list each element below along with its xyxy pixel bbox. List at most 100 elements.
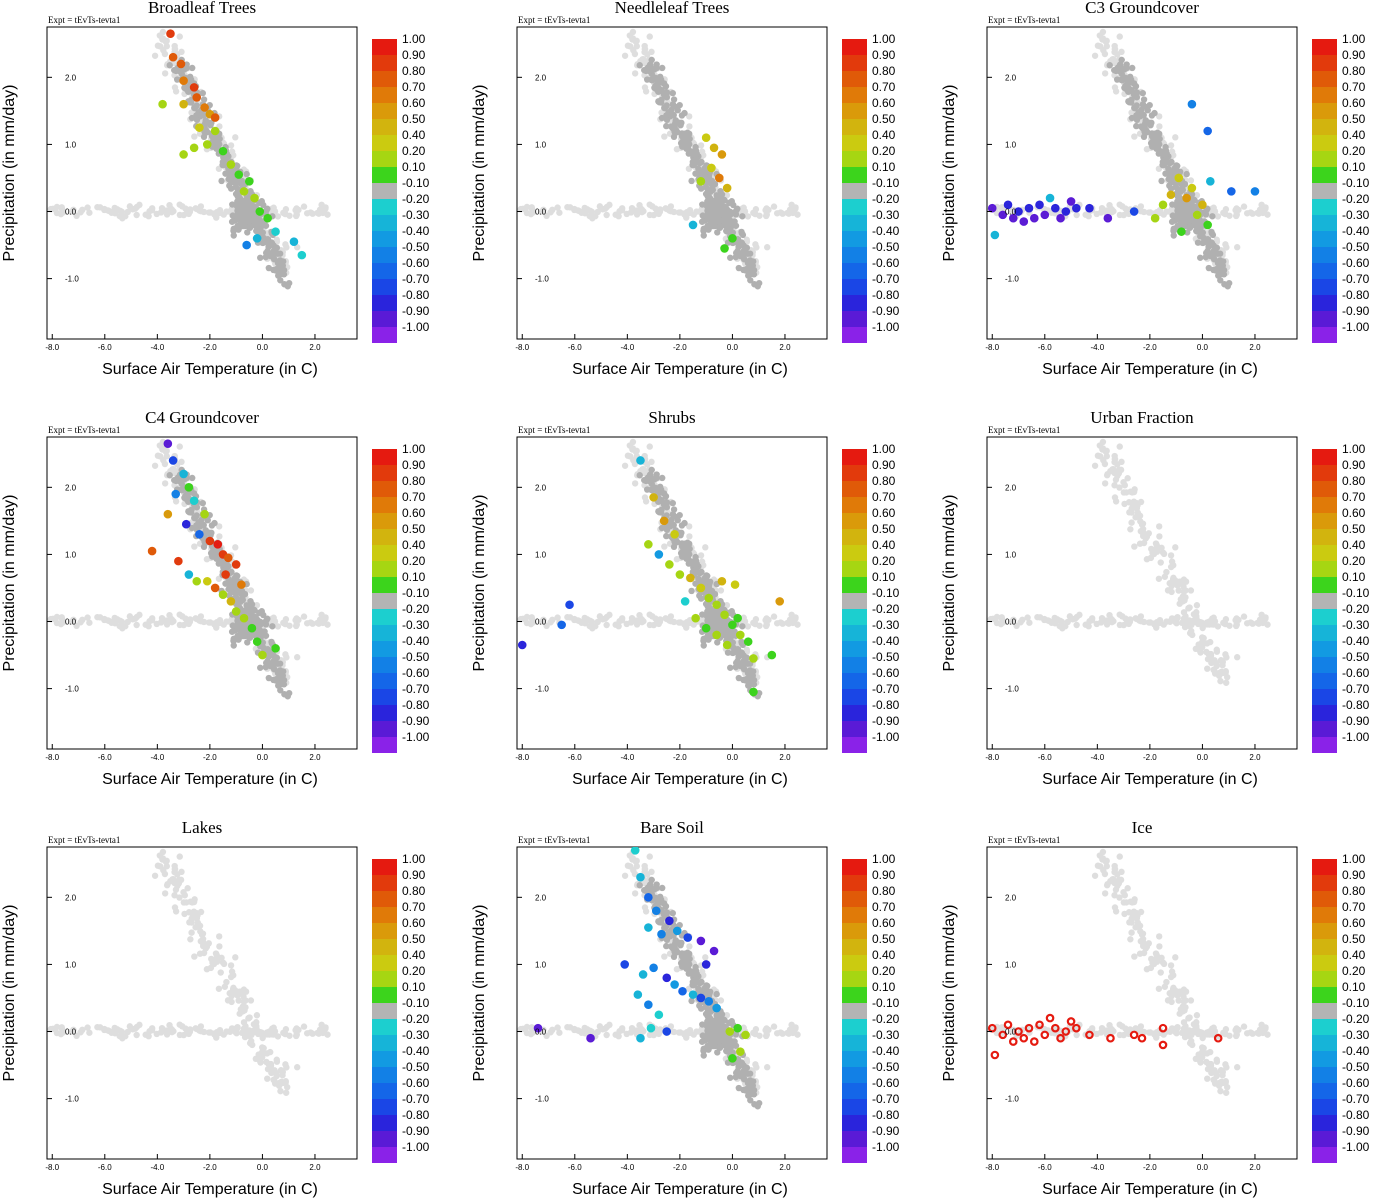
- colorbar-label: 0.60: [1342, 96, 1366, 110]
- colorbar-label: 1.00: [402, 32, 426, 46]
- background-point: [118, 1028, 126, 1035]
- colorbar-label: 0.80: [1342, 474, 1366, 488]
- x-tick-label: 2.0: [779, 343, 791, 352]
- background-point: [642, 498, 650, 505]
- colorbar-label: 0.40: [402, 128, 426, 142]
- neutral-point: [1190, 196, 1197, 203]
- background-point: [655, 620, 662, 628]
- colorbar-label: -0.30: [402, 618, 430, 632]
- background-point: [646, 621, 654, 629]
- data-point-fill: [181, 471, 186, 477]
- colorbar-swatch: [372, 263, 397, 279]
- colorbar-swatch: [372, 513, 397, 529]
- data-point-fill: [520, 642, 525, 648]
- neutral-point: [1127, 99, 1135, 106]
- plot-area: [516, 436, 828, 750]
- data-point-fill: [191, 498, 197, 503]
- background-point: [171, 45, 179, 53]
- neutral-point: [182, 492, 189, 500]
- background-point: [702, 544, 709, 551]
- neutral-point: [1174, 193, 1182, 200]
- y-tick-label: -1.0: [535, 685, 549, 694]
- data-point-fill: [706, 595, 711, 601]
- x-tick-label: -6.0: [98, 753, 112, 762]
- colorbar-swatch: [372, 465, 397, 481]
- colorbar-label: 0.10: [872, 160, 896, 174]
- background-point: [1167, 563, 1175, 571]
- neutral-point: [677, 122, 684, 129]
- background-point: [623, 620, 630, 628]
- colorbar-swatch: [1312, 625, 1337, 641]
- neutral-point: [700, 642, 707, 649]
- background-point: [998, 616, 1006, 623]
- data-point-fill: [711, 145, 717, 150]
- neutral-point: [1160, 161, 1168, 169]
- y-tick-label: 1.0: [65, 140, 77, 149]
- neutral-point: [1184, 203, 1191, 211]
- background-point: [197, 203, 205, 210]
- neutral-point: [688, 587, 695, 595]
- background-point: [1148, 545, 1155, 553]
- background-point: [1167, 142, 1175, 149]
- background-point: [646, 211, 654, 219]
- neutral-point: [698, 218, 706, 225]
- colorbar-label: 0.70: [1342, 490, 1366, 504]
- neutral-point: [246, 602, 253, 609]
- neutral-point: [199, 499, 206, 507]
- neutral-point: [663, 94, 671, 101]
- background-point: [217, 969, 224, 976]
- background-point: [603, 211, 610, 219]
- background-point: [172, 88, 180, 95]
- data-point-fill: [688, 575, 693, 581]
- background-point: [119, 215, 126, 222]
- background-point: [667, 617, 675, 625]
- colorbar-swatch: [372, 625, 397, 641]
- neutral-point: [227, 185, 235, 192]
- neutral-point: [681, 109, 688, 117]
- neutral-point: [1217, 277, 1224, 284]
- background-point: [528, 206, 536, 213]
- colorbar-swatch: [842, 167, 867, 183]
- data-point-fill: [1021, 219, 1026, 224]
- colorbar-label: 0.40: [872, 538, 896, 552]
- neutral-point: [686, 141, 693, 148]
- data-point-fill: [249, 626, 255, 631]
- colorbar-label: 1.00: [402, 442, 426, 456]
- colorbar-label: 0.10: [402, 160, 426, 174]
- data-point-fill: [178, 61, 184, 67]
- background-point: [133, 211, 140, 219]
- data-point-fill: [205, 142, 210, 147]
- colorbar-swatch: [842, 545, 867, 561]
- neutral-point: [237, 598, 244, 605]
- data-point-fill: [228, 599, 234, 604]
- data-point-fill: [254, 236, 260, 241]
- neutral-point: [243, 170, 250, 178]
- neutral-point: [1133, 89, 1141, 96]
- neutral-point: [734, 659, 742, 667]
- background-point: [53, 203, 61, 211]
- neutral-point: [234, 193, 242, 200]
- neutral-point: [1201, 238, 1208, 246]
- background-point: [574, 207, 582, 214]
- background-point: [723, 192, 731, 199]
- neutral-point: [1204, 249, 1212, 257]
- colorbar: 1.000.900.800.700.600.500.400.200.10-0.1…: [372, 442, 430, 753]
- background-point: [1101, 50, 1109, 58]
- y-tick-label: 2.0: [1005, 73, 1017, 82]
- neutral-point: [669, 499, 676, 507]
- colorbar-swatch: [372, 545, 397, 561]
- background-point: [1112, 498, 1120, 505]
- colorbar-swatch: [1312, 545, 1337, 561]
- background-point: [176, 211, 184, 219]
- neutral-point: [191, 515, 199, 522]
- data-point-fill: [1152, 216, 1158, 221]
- neutral-point: [691, 151, 698, 158]
- neutral-point: [703, 202, 710, 209]
- background-point: [133, 1031, 140, 1039]
- data-point-fill: [1005, 202, 1011, 208]
- neutral-point: [714, 203, 721, 211]
- neutral-point: [244, 639, 251, 646]
- scatter-points: [517, 438, 801, 700]
- background-point: [1013, 622, 1020, 630]
- neutral-point: [706, 223, 713, 231]
